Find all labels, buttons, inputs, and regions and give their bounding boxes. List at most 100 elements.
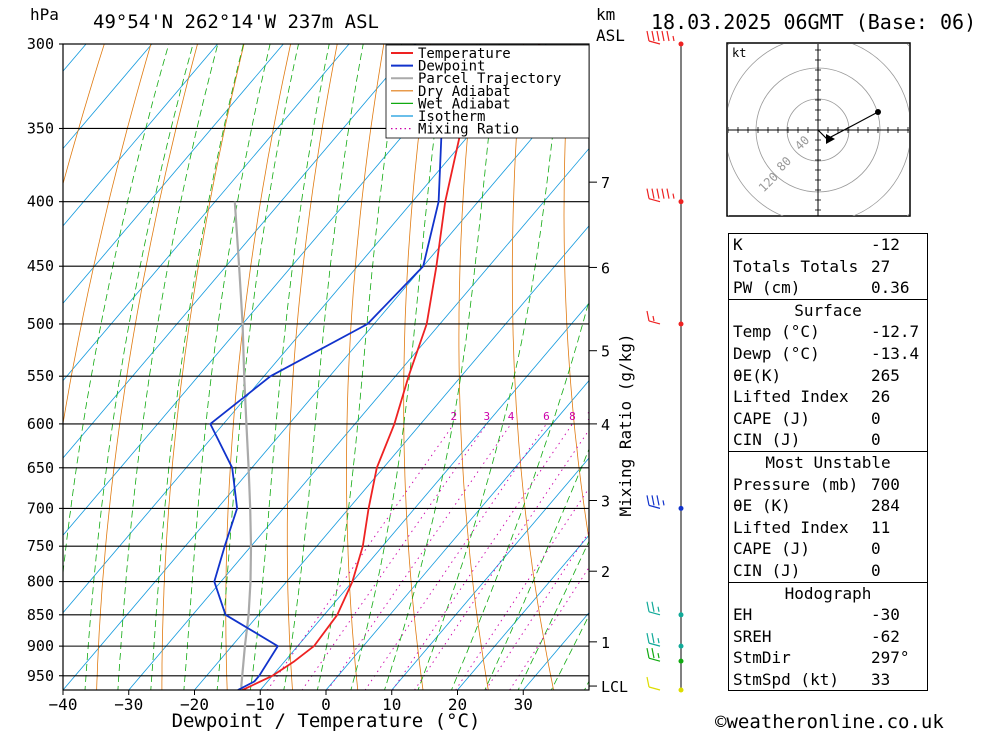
dry-adiabat-line — [939, 6, 1000, 704]
mixing-ratio-line — [392, 423, 573, 690]
wind-barb-flag — [646, 676, 650, 688]
legend-entry: Temperature — [418, 46, 511, 62]
temperature-tick-label: −10 — [246, 695, 275, 714]
pressure-tick-label: 700 — [27, 499, 54, 517]
hodograph-unit-label: kt — [732, 46, 746, 60]
temperature-tick-label: 20 — [448, 695, 467, 714]
mu-value: 700 — [871, 474, 900, 494]
wind-barb-shaft — [648, 686, 661, 691]
height-tick-label: 7 — [601, 174, 610, 192]
height-tick-label: 3 — [601, 493, 610, 511]
isotherm-line — [259, 302, 589, 690]
surface-value: 0 — [871, 430, 881, 450]
temperature-tick-label: 30 — [514, 695, 533, 714]
wet-adiabat-line — [283, 44, 364, 690]
mixing-ratio-label: 2 — [450, 410, 457, 423]
wet-adiabat-line — [384, 44, 500, 690]
location-title: 49°54'N 262°14'W 237m ASL — [93, 11, 379, 33]
isotherm-line — [193, 225, 589, 690]
dry-adiabat-line — [346, 44, 385, 690]
hodograph-endpoint — [875, 109, 881, 115]
hodograph-header: Hodograph — [729, 581, 927, 605]
wind-dot — [678, 41, 684, 47]
wind-barb-flag — [651, 495, 655, 506]
wind-barb-flag — [651, 648, 655, 659]
wind-barb-flag — [646, 30, 650, 42]
temperature-tick-label: 10 — [382, 695, 401, 714]
hodo-row-stmspd: StmSpd (kt) 33 — [729, 669, 927, 691]
pressure-tick-label: 400 — [27, 193, 54, 211]
height-tick-label: LCL — [601, 678, 628, 696]
hodo-row-sreh: SREH -62 — [729, 626, 927, 648]
mixing-ratio-line — [509, 566, 589, 690]
mixing-ratio-line — [455, 487, 589, 690]
mu-row-cape: CAPE (J) 0 — [729, 538, 927, 560]
index-label: PW (cm) — [733, 278, 801, 298]
surface-label: Dewp (°C) — [733, 343, 820, 363]
mixing-ratio-axis-label: Mixing Ratio (g/kg) — [616, 333, 635, 516]
wind-barb — [646, 30, 675, 45]
pressure-tick-label: 300 — [27, 35, 54, 53]
hodo-label: EH — [733, 605, 753, 625]
height-tick-label: 4 — [601, 416, 610, 434]
hodo-label: StmDir — [733, 648, 791, 668]
wet-adiabat-line — [550, 614, 589, 690]
wet-adiabat-line — [216, 44, 299, 690]
wind-barb-shaft — [648, 611, 661, 616]
isotherm-line — [63, 44, 87, 72]
mixing-ratio-label: 25 — [676, 410, 689, 423]
height-tick-label: 2 — [601, 563, 610, 581]
index-value: -12 — [871, 235, 900, 254]
mu-label: Pressure (mb) — [733, 474, 859, 494]
mixing-ratio-label: 10 — [586, 410, 599, 423]
pressure-tick-label: 500 — [27, 315, 54, 333]
wind-dot — [678, 687, 684, 693]
mu-label: θE (K) — [733, 496, 791, 516]
wind-barb-flag — [651, 188, 655, 199]
mu-value: 0 — [871, 560, 881, 580]
mixing-ratio-label: 4 — [508, 410, 515, 423]
isotherm-line — [63, 44, 153, 150]
storm-motion-marker — [826, 134, 835, 144]
wind-barb-flag — [666, 188, 670, 199]
pressure-tick-label: 800 — [27, 573, 54, 591]
legend-entry: Wet Adiabat — [418, 96, 511, 112]
wind-barb — [646, 188, 675, 203]
legend-entry: Dewpoint — [418, 59, 485, 75]
x-axis-label: Dewpoint / Temperature (°C) — [172, 710, 481, 732]
surface-label: Temp (°C) — [733, 322, 820, 342]
wind-barb-flag — [651, 601, 655, 612]
wind-dot — [678, 505, 684, 511]
height-tick-label: 6 — [601, 259, 610, 277]
wind-barb-half — [657, 606, 660, 612]
surface-value: 265 — [871, 365, 900, 385]
wet-adiabat-line — [517, 540, 589, 690]
parcel-trajectory-line — [233, 201, 253, 690]
surface-value: 0 — [871, 408, 881, 428]
isotherm-line — [391, 457, 589, 690]
wind-barb — [646, 495, 665, 509]
legend-entry: Isotherm — [418, 109, 485, 125]
wind-barb-shaft — [648, 40, 661, 45]
hodo-label: StmSpd (kt) — [733, 669, 839, 689]
surface-row-li: Lifted Index 26 — [729, 386, 927, 408]
mixing-ratio-line — [327, 423, 512, 690]
hodo-value: 297° — [871, 648, 910, 668]
hodo-value: -30 — [871, 605, 900, 625]
pressure-tick-label: 950 — [27, 667, 54, 685]
surface-value: 26 — [871, 387, 891, 407]
dewpoint-line — [209, 44, 443, 690]
mu-label: CAPE (J) — [733, 539, 811, 559]
km-unit-label: km — [596, 5, 615, 24]
wind-barb-flag — [651, 30, 655, 42]
temperature-tick-label: −30 — [114, 695, 143, 714]
wind-dot — [678, 199, 684, 205]
surface-value: -13.4 — [871, 343, 920, 363]
surface-row-theta: θE(K) 265 — [729, 365, 927, 387]
mixing-ratio-line — [414, 429, 589, 690]
mixing-ratio-line — [485, 531, 589, 690]
hodo-label: SREH — [733, 626, 772, 646]
wind-barb-flag — [651, 633, 655, 644]
copyright-text: ©weatheronline.co.uk — [715, 711, 944, 733]
